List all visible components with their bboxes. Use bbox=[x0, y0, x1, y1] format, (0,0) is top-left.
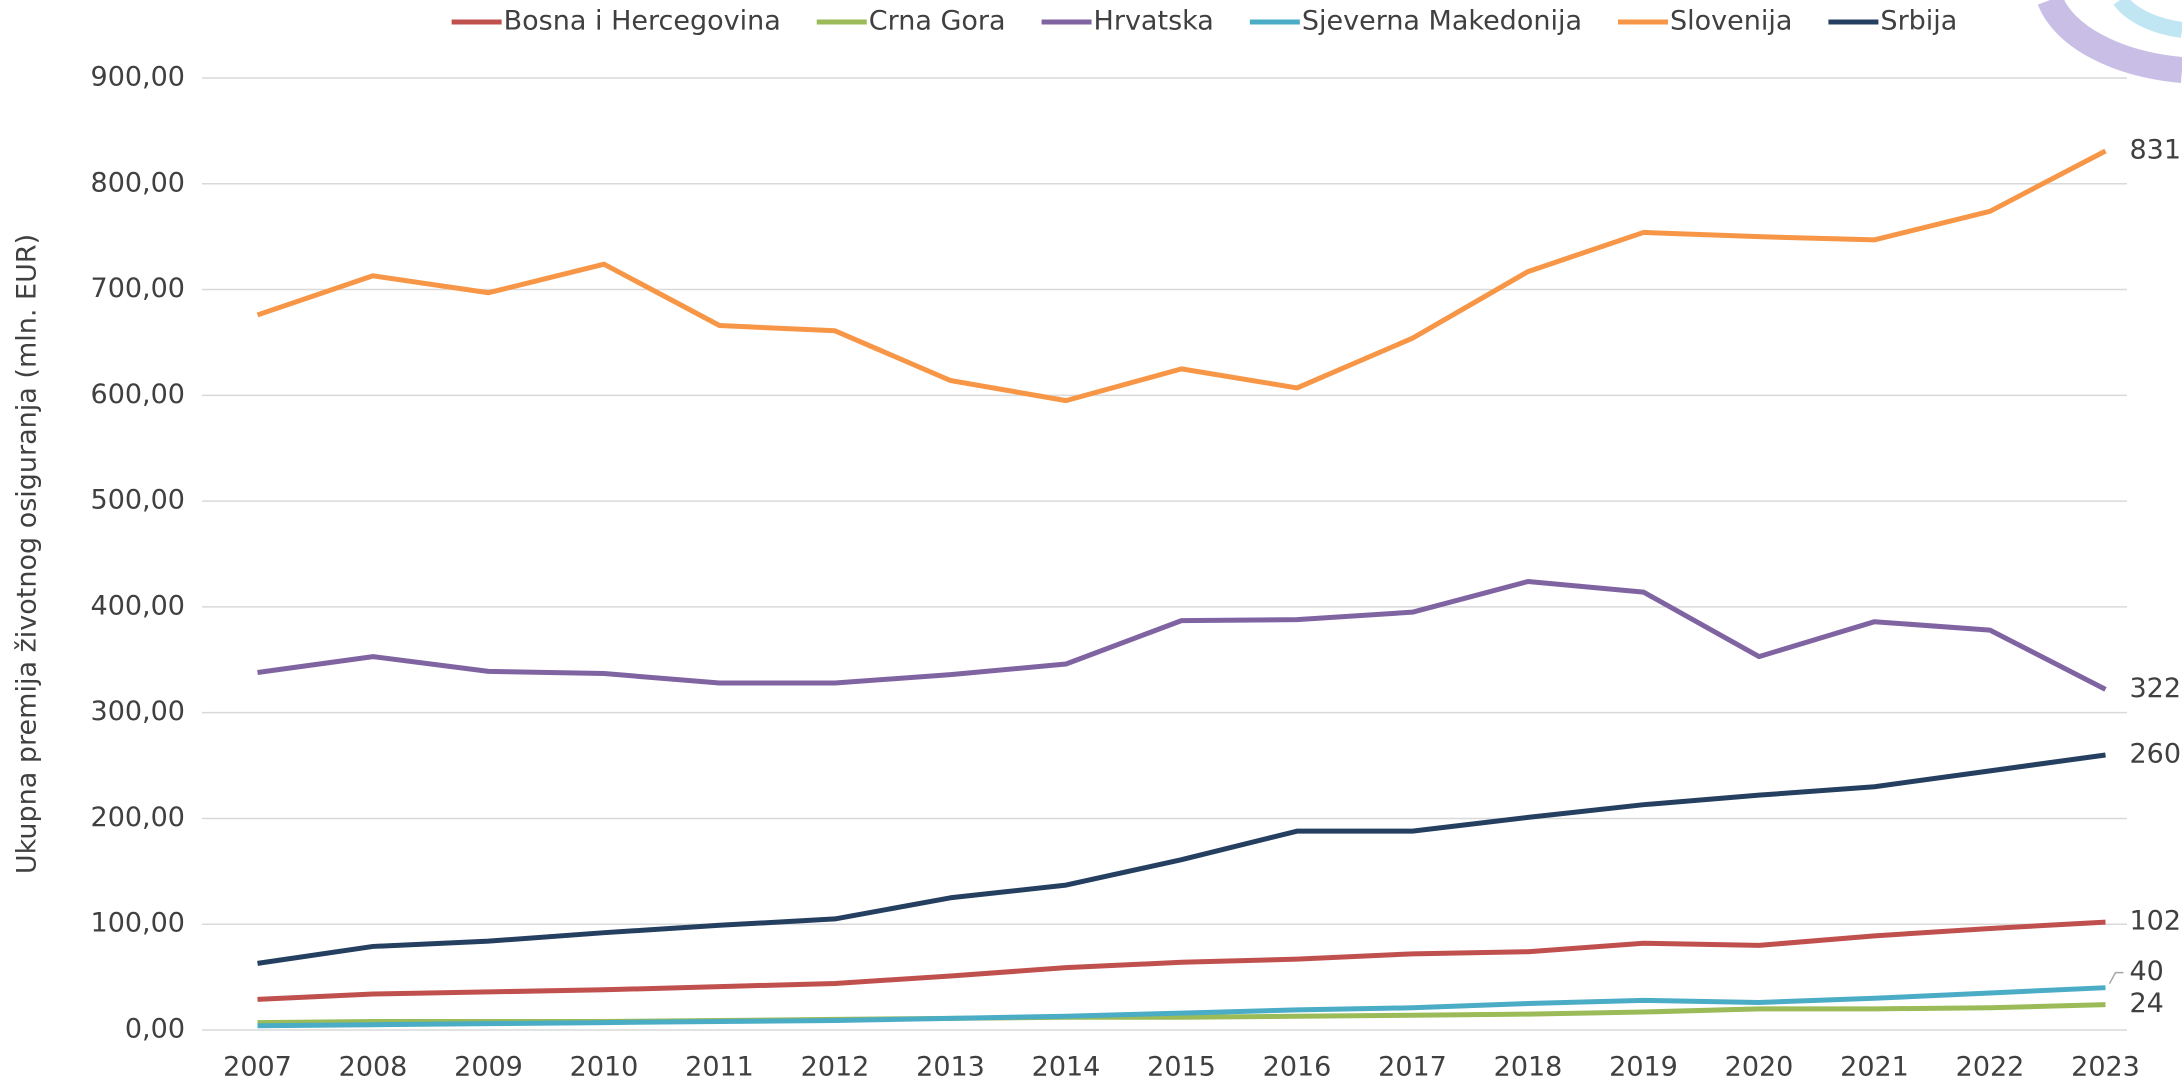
x-tick-label: 2015 bbox=[1147, 1052, 1216, 1083]
x-tick-label: 2010 bbox=[570, 1052, 639, 1083]
leader-line bbox=[2110, 973, 2124, 984]
data-label: 24 bbox=[2130, 988, 2164, 1019]
legend: Bosna i Hercegovina Crna Gora Hrvatska Sjev… bbox=[452, 6, 1958, 37]
y-axis-label: Ukupna premija životnog osiguranja (mln.… bbox=[12, 234, 43, 874]
x-tick-label: 2021 bbox=[1840, 1052, 1909, 1083]
x-tick-label: 2009 bbox=[454, 1052, 523, 1083]
y-tick-label: 600,00 bbox=[91, 379, 185, 410]
x-tick-label: 2018 bbox=[1494, 1052, 1563, 1083]
y-tick-label: 200,00 bbox=[91, 802, 185, 833]
x-tick-label: 2011 bbox=[685, 1052, 754, 1083]
y-tick-label: 100,00 bbox=[91, 908, 185, 939]
y-tick-label: 900,00 bbox=[91, 62, 185, 93]
data-label: 831 bbox=[2130, 134, 2182, 165]
y-tick-label: 500,00 bbox=[91, 485, 185, 516]
legend-label: Slovenija bbox=[1670, 6, 1792, 37]
x-tick-label: 2022 bbox=[1956, 1052, 2025, 1083]
legend-label: Sjeverna Makedonija bbox=[1302, 6, 1582, 37]
x-tick-label: 2020 bbox=[1725, 1052, 1794, 1083]
series-line bbox=[258, 755, 2106, 963]
y-tick-label: 400,00 bbox=[91, 590, 185, 621]
data-label: 260 bbox=[2130, 738, 2182, 769]
legend-label: Crna Gora bbox=[869, 6, 1006, 37]
x-tick-label: 2014 bbox=[1032, 1052, 1101, 1083]
y-tick-label: 0,00 bbox=[125, 1014, 185, 1045]
chart: Ukupna premija životnog osiguranja (mln.… bbox=[0, 0, 2182, 1084]
decoration bbox=[2050, 0, 2182, 70]
legend-label: Hrvatska bbox=[1094, 6, 1214, 37]
x-tick-label: 2017 bbox=[1378, 1052, 1447, 1083]
x-tick-label: 2008 bbox=[339, 1052, 408, 1083]
x-tick-label: 2013 bbox=[916, 1052, 985, 1083]
x-tick-label: 2023 bbox=[2071, 1052, 2140, 1083]
data-label: 102 bbox=[2130, 906, 2182, 937]
data-label: 322 bbox=[2130, 673, 2182, 704]
x-tick-label: 2012 bbox=[801, 1052, 870, 1083]
x-tick-label: 2007 bbox=[223, 1052, 292, 1083]
series-line bbox=[258, 922, 2106, 999]
x-tick-label: 2016 bbox=[1263, 1052, 1332, 1083]
y-tick-label: 700,00 bbox=[91, 273, 185, 304]
data-label: 40 bbox=[2130, 956, 2164, 987]
series-line bbox=[258, 582, 2106, 690]
y-tick-label: 300,00 bbox=[91, 696, 185, 727]
legend-label: Srbija bbox=[1880, 6, 1957, 37]
legend-label: Bosna i Hercegovina bbox=[504, 6, 781, 37]
x-tick-label: 2019 bbox=[1609, 1052, 1678, 1083]
y-tick-label: 800,00 bbox=[91, 167, 185, 198]
series-line bbox=[258, 151, 2106, 401]
